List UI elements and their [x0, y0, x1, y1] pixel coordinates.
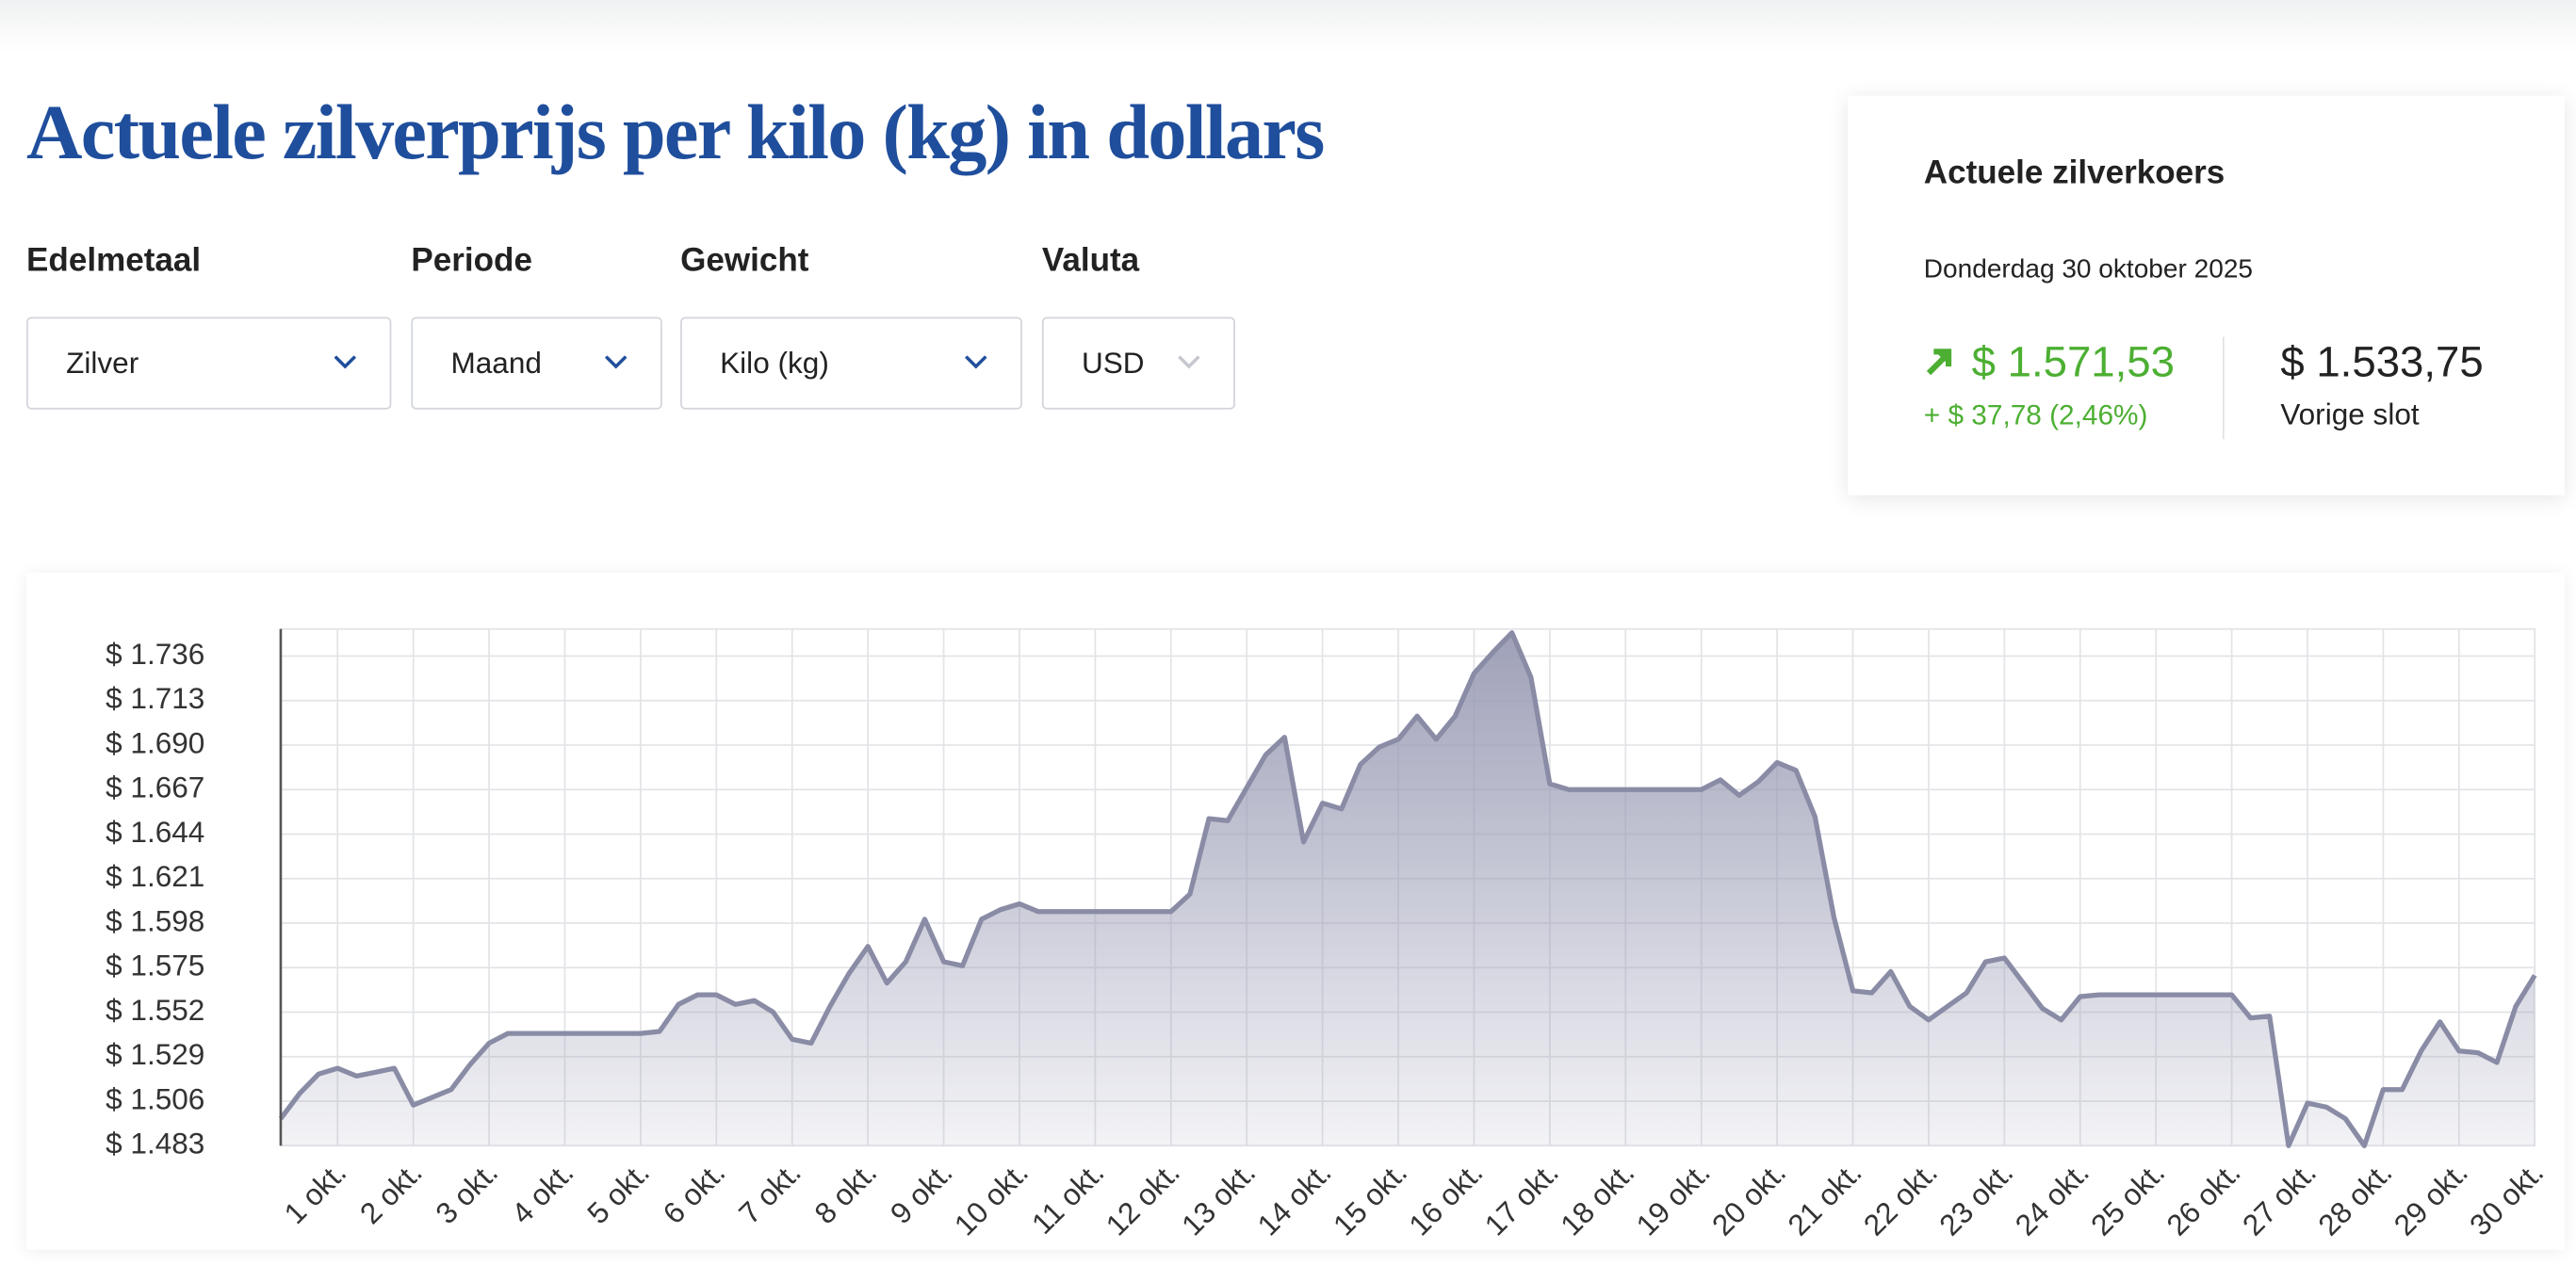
x-tick-label: 21 okt.: [1781, 1155, 1867, 1242]
x-tick-label: 14 okt.: [1250, 1155, 1337, 1242]
card-title: Actuele zilverkoers: [1923, 154, 2225, 192]
select-value: Zilver: [66, 347, 139, 381]
y-tick-label: $ 1.644: [106, 815, 204, 849]
x-tick-label: 9 okt.: [884, 1155, 959, 1230]
x-tick-label: 19 okt.: [1629, 1155, 1716, 1242]
price-change: + $ 37,78 (2,46%): [1923, 399, 2148, 431]
x-tick-label: 24 okt.: [2008, 1155, 2095, 1242]
rate-card: Actuele zilverkoers Donderdag 30 oktober…: [1848, 95, 2565, 495]
x-tick-label: 30 okt.: [2463, 1155, 2550, 1242]
filter-label: Gewicht: [680, 242, 809, 280]
select-value: Maand: [450, 347, 542, 381]
x-tick-label: 20 okt.: [1705, 1155, 1792, 1242]
y-tick-label: $ 1.713: [106, 681, 204, 715]
filter-label: Periode: [411, 242, 532, 280]
x-tick-label: 4 okt.: [505, 1155, 580, 1230]
chevron: [334, 355, 357, 369]
select-value: USD: [1081, 347, 1145, 381]
x-tick-label: 3 okt.: [429, 1155, 504, 1230]
price-line: [278, 630, 2537, 1148]
previous-price: $ 1.533,75: [2280, 336, 2484, 387]
y-tick-label: $ 1.483: [106, 1127, 204, 1160]
currency-select[interactable]: USD: [1041, 316, 1235, 410]
divider: [2222, 336, 2225, 440]
x-tick-label: 16 okt.: [1402, 1155, 1489, 1242]
x-tick-label: 10 okt.: [948, 1155, 1035, 1242]
x-tick-label: 28 okt.: [2311, 1155, 2398, 1242]
area-fill: [280, 632, 2535, 1146]
y-tick-label: $ 1.506: [106, 1081, 204, 1115]
x-tick-label: 23 okt.: [1932, 1155, 2019, 1242]
x-tick-label: 2 okt.: [353, 1155, 429, 1230]
previous-label: Vorige slot: [2280, 398, 2420, 431]
y-tick-label: $ 1.736: [106, 637, 204, 671]
chevron: [604, 355, 628, 369]
x-tick-label: 5 okt.: [580, 1155, 656, 1230]
filter-label: Valuta: [1041, 242, 1140, 280]
x-tick-label: 7 okt.: [732, 1155, 807, 1230]
y-tick-label: $ 1.575: [106, 949, 204, 982]
y-tick-label: $ 1.529: [106, 1037, 204, 1071]
x-tick-label: 8 okt.: [807, 1155, 883, 1230]
page-title: Actuele zilverprijs per kilo (kg) in dol…: [26, 90, 1325, 177]
metal-select[interactable]: Zilver: [26, 316, 392, 410]
weight-select[interactable]: Kilo (kg): [680, 316, 1022, 410]
x-tick-label: 17 okt.: [1478, 1155, 1565, 1242]
y-tick-label: $ 1.598: [106, 903, 204, 937]
y-tick-label: $ 1.690: [106, 725, 204, 759]
x-tick-label: 12 okt.: [1100, 1155, 1186, 1242]
chevron: [965, 355, 987, 369]
y-tick-label: $ 1.552: [106, 993, 204, 1027]
up-arrow: [1926, 349, 1952, 376]
x-tick-label: 1 okt.: [277, 1155, 352, 1230]
period-select[interactable]: Maand: [411, 316, 662, 410]
select-value: Kilo (kg): [720, 347, 829, 381]
y-tick-label: $ 1.621: [106, 859, 204, 893]
y-tick-label: $ 1.667: [106, 771, 204, 804]
x-tick-label: 15 okt.: [1327, 1155, 1413, 1242]
x-tick-label: 11 okt.: [1025, 1155, 1111, 1241]
x-tick-label: 6 okt.: [656, 1155, 731, 1230]
current-price: $ 1.571,53: [1971, 336, 2175, 387]
filter-label: Edelmetaal: [26, 242, 202, 280]
x-tick-label: 27 okt.: [2236, 1155, 2323, 1242]
card-date: Donderdag 30 oktober 2025: [1923, 255, 2254, 284]
x-tick-label: 29 okt.: [2388, 1155, 2474, 1242]
chevron: [1178, 355, 1200, 369]
x-tick-label: 26 okt.: [2160, 1155, 2246, 1242]
x-tick-label: 25 okt.: [2084, 1155, 2171, 1242]
x-tick-label: 18 okt.: [1554, 1155, 1640, 1242]
x-tick-label: 22 okt.: [1857, 1155, 1944, 1242]
x-tick-label: 13 okt.: [1175, 1155, 1262, 1242]
